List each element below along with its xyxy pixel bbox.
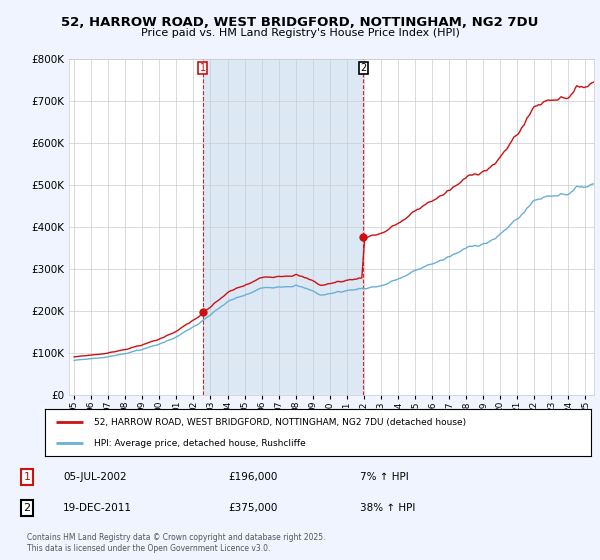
Text: 52, HARROW ROAD, WEST BRIDGFORD, NOTTINGHAM, NG2 7DU (detached house): 52, HARROW ROAD, WEST BRIDGFORD, NOTTING… [94, 418, 466, 427]
Text: Contains HM Land Registry data © Crown copyright and database right 2025.
This d: Contains HM Land Registry data © Crown c… [27, 533, 325, 553]
Text: 05-JUL-2002: 05-JUL-2002 [63, 472, 127, 482]
Text: 7% ↑ HPI: 7% ↑ HPI [360, 472, 409, 482]
Text: £375,000: £375,000 [228, 503, 277, 513]
Text: 2: 2 [23, 503, 31, 513]
Text: 2: 2 [360, 63, 367, 73]
Text: HPI: Average price, detached house, Rushcliffe: HPI: Average price, detached house, Rush… [94, 438, 306, 447]
Text: 19-DEC-2011: 19-DEC-2011 [63, 503, 132, 513]
Text: 1: 1 [23, 472, 31, 482]
Text: £196,000: £196,000 [228, 472, 277, 482]
Text: 38% ↑ HPI: 38% ↑ HPI [360, 503, 415, 513]
Text: 52, HARROW ROAD, WEST BRIDGFORD, NOTTINGHAM, NG2 7DU: 52, HARROW ROAD, WEST BRIDGFORD, NOTTING… [61, 16, 539, 29]
Bar [203, 59, 363, 395]
Text: 1: 1 [200, 63, 206, 73]
Text: Price paid vs. HM Land Registry's House Price Index (HPI): Price paid vs. HM Land Registry's House … [140, 28, 460, 38]
